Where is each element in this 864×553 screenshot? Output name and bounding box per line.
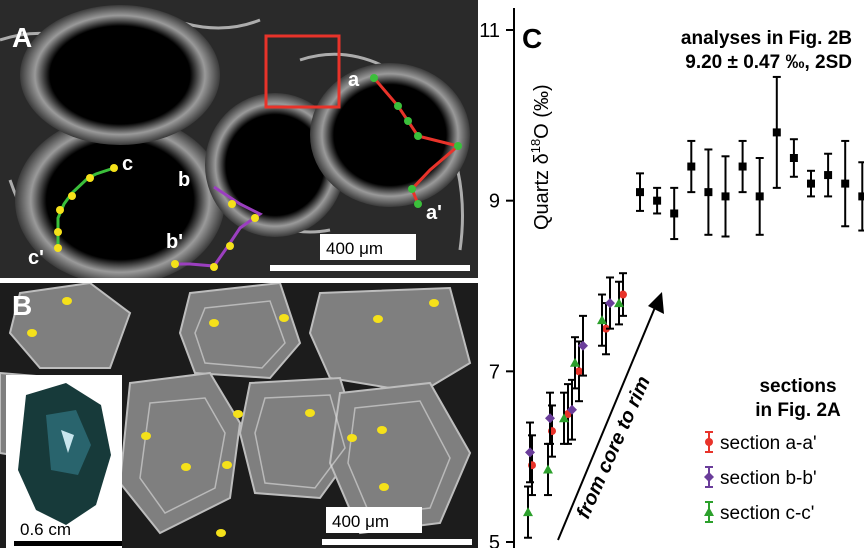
data-point-sectionbb: [605, 298, 615, 309]
section-b-line: [175, 185, 263, 268]
annotation-line2: 9.20 ± 0.47 ‰, 2SD: [685, 52, 852, 73]
legend-marker: [705, 438, 713, 446]
data-point-fig2b: [824, 171, 833, 180]
scalebar-label-b: 400 μm: [332, 512, 389, 531]
isotope-chart: 11 9 7 5 Quartz δ18O (‰) C analyses in Fig.…: [479, 8, 864, 548]
data-point-fig2b: [755, 192, 764, 201]
panel-label-c: C: [522, 23, 542, 54]
data-point-sectionaa: [575, 367, 583, 376]
marker-c-prime: c': [28, 247, 44, 269]
grain-left: [15, 115, 225, 278]
legend-marker: [704, 472, 714, 482]
inset-sample-photo: 0.6 cm: [6, 375, 122, 548]
data-point-sectioncc: [559, 413, 569, 423]
y-tick-label: 7: [489, 361, 500, 383]
legend-label: section b-b': [720, 468, 817, 489]
marker-a-prime: a': [426, 202, 442, 224]
grain-upper-left: [20, 5, 220, 145]
arrow-head: [648, 292, 664, 314]
marker-a: a: [348, 69, 360, 91]
data-point-sectioncc: [597, 315, 607, 325]
data-point-fig2b: [772, 128, 781, 137]
y-tick-label: 5: [489, 532, 500, 548]
data-point-fig2b: [841, 179, 850, 188]
y-axis-label: Quartz δ18O (‰): [528, 84, 553, 230]
legend-label: section c-c': [720, 503, 814, 524]
data-point-sectionaa: [619, 290, 627, 299]
data-point-sectionbb: [567, 404, 577, 415]
data-point-fig2b: [670, 209, 679, 218]
data-point-sectionbb: [545, 413, 555, 424]
inset-scalebar-label: 0.6 cm: [20, 520, 71, 539]
data-point-fig2b: [721, 192, 730, 201]
data-point-sectioncc: [523, 507, 533, 517]
data-point-sectioncc: [614, 298, 624, 308]
panel-a-cl-image: A a a' b b' c c' 400 μm: [0, 0, 478, 278]
legend-title-1: sections: [759, 376, 836, 397]
data-point-fig2b: [653, 196, 662, 205]
panel-c-chart: 11 9 7 5 Quartz δ18O (‰) C analyses in Fig.…: [478, 0, 864, 548]
marker-c: c: [122, 153, 133, 175]
data-point-fig2b: [704, 188, 713, 197]
data-point-fig2b: [738, 162, 747, 171]
panel-label-a: A: [12, 22, 32, 53]
legend-marker: [704, 507, 714, 516]
scalebar-a: [270, 265, 470, 271]
core-to-rim-arrow: [557, 304, 657, 541]
data-point-fig2b: [636, 188, 644, 197]
marker-b: b: [178, 169, 190, 191]
panel-label-b: B: [12, 290, 32, 321]
inset-graphic: 0.6 cm: [6, 375, 122, 548]
legend-title-2: in Fig. 2A: [755, 400, 841, 421]
data-point-fig2b: [789, 154, 798, 162]
inset-scalebar: [14, 541, 122, 546]
grain-center: [205, 93, 345, 237]
panel-a-graphic: A a a' b b' c c' 400 μm: [0, 0, 478, 278]
data-point-sectioncc: [543, 464, 553, 474]
data-point-sectionbb: [578, 340, 588, 351]
marker-b-prime: b': [166, 231, 183, 253]
legend-label: section a-a': [720, 433, 817, 454]
scalebar-label-a: 400 μm: [326, 239, 383, 258]
arrow-label: from core to rim: [572, 373, 654, 522]
y-tick-label: 11: [479, 20, 500, 42]
scalebar-b: [322, 539, 472, 545]
data-point-fig2b: [687, 162, 696, 171]
grain-right: [310, 63, 470, 207]
data-point-fig2b: [807, 179, 815, 188]
y-tick-label: 9: [489, 191, 500, 213]
data-point-fig2b: [858, 192, 864, 201]
highlight-box: [264, 34, 341, 109]
data-point-sectionbb: [525, 447, 535, 458]
annotation-line1: analyses in Fig. 2B: [681, 28, 852, 49]
data-point-sectioncc: [570, 357, 580, 367]
